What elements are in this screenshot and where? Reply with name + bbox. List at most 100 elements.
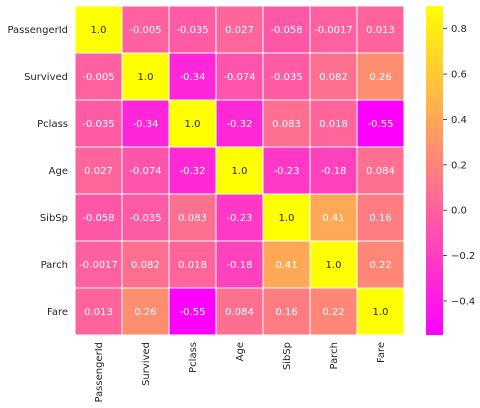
heatmap-cell: [168, 5, 217, 54]
heatmap-cell: [121, 240, 170, 289]
y-tick-label: Fare: [47, 307, 68, 318]
cell-value-label: -0.074: [223, 72, 255, 83]
heatmap-cell: [262, 240, 311, 289]
cell-value-label: -0.035: [82, 119, 114, 130]
cell-value-label: 1.0: [232, 166, 248, 177]
heatmap-cell: [121, 99, 170, 148]
cell-value-label: 0.027: [225, 25, 254, 36]
cell-value-label: -0.23: [274, 166, 300, 177]
cell-value-label: 1.0: [279, 213, 295, 224]
colorbar-tick-label: −0.2: [451, 251, 475, 262]
heatmap-cell: [121, 5, 170, 54]
cell-value-label: 0.018: [319, 119, 348, 130]
heatmap-cell: [262, 99, 311, 148]
heatmap-cell: [74, 240, 123, 289]
cell-value-label: -0.55: [368, 119, 394, 130]
cell-value-label: 0.027: [84, 166, 113, 177]
cell-value-label: 0.22: [322, 307, 344, 318]
cell-value-label: 0.013: [84, 307, 113, 318]
cell-value-label: 1.0: [91, 25, 107, 36]
heatmap-cell: [168, 193, 217, 242]
heatmap-cell: [356, 146, 405, 195]
colorbar-tick-label: −0.4: [451, 296, 475, 307]
cell-value-label: -0.32: [227, 119, 253, 130]
cell-value-label: -0.55: [180, 307, 206, 318]
cell-value-label: 1.0: [138, 72, 154, 83]
heatmap-cell-labels: 1.0 -0.005 -0.035 0.027 -0.058 -0.0017 0.013 -0…: [79, 25, 395, 318]
cell-value-label: 0.22: [369, 260, 391, 271]
cell-value-label: -0.058: [82, 213, 114, 224]
cell-value-label: 0.013: [366, 25, 395, 36]
cell-value-label: 0.084: [225, 307, 254, 318]
cell-value-label: -0.035: [270, 72, 302, 83]
colorbar-tick-label: 0.8: [451, 24, 467, 35]
cell-value-label: 0.26: [369, 72, 391, 83]
heatmap-cell: [74, 5, 123, 54]
heatmap-cell: [309, 287, 358, 336]
y-axis-tick-labels: PassengerId Survived Pclass Age SibSp Parch Fa…: [7, 25, 68, 318]
colorbar-gradient: [426, 6, 443, 335]
cell-value-label: 0.16: [275, 307, 297, 318]
cell-value-label: -0.074: [129, 166, 161, 177]
x-axis-tick-labels: PassengerId Survived Pclass Age SibSp Parch Fa…: [94, 342, 387, 403]
heatmap-cell: [74, 52, 123, 101]
heatmap-cells: [74, 5, 405, 336]
cell-value-label: 0.41: [322, 213, 344, 224]
y-tick-label: PassengerId: [7, 25, 68, 36]
cell-value-label: 0.082: [319, 72, 348, 83]
cell-value-label: 0.41: [275, 260, 297, 271]
colorbar-tick-label: 0.6: [451, 70, 467, 81]
cell-value-label: 0.16: [369, 213, 391, 224]
cell-value-label: -0.32: [180, 166, 206, 177]
cell-value-label: 0.082: [131, 260, 160, 271]
y-tick-label: Age: [49, 166, 68, 177]
cell-value-label: -0.005: [82, 72, 114, 83]
heatmap-cell: [262, 52, 311, 101]
cell-value-label: -0.18: [321, 166, 347, 177]
cell-value-label: -0.058: [270, 25, 302, 36]
heatmap-cell: [262, 287, 311, 336]
heatmap-cell: [215, 99, 264, 148]
heatmap-cell: [356, 240, 405, 289]
heatmap-cell: [309, 146, 358, 195]
x-tick-label: Pclass: [188, 342, 199, 373]
cell-value-label: 1.0: [326, 260, 342, 271]
cell-value-label: -0.18: [227, 260, 253, 271]
heatmap-cell: [309, 99, 358, 148]
cell-value-label: -0.23: [227, 213, 253, 224]
colorbar-tick-label: 0.2: [451, 160, 467, 171]
colorbar: −0.4 −0.2 0.0 0.2 0.4 0.6 0.8: [426, 6, 475, 335]
cell-value-label: -0.035: [129, 213, 161, 224]
cell-value-label: 1.0: [373, 307, 389, 318]
heatmap-cell: [168, 52, 217, 101]
heatmap-cell: [215, 287, 264, 336]
cell-value-label: 0.018: [178, 260, 207, 271]
cell-value-label: 1.0: [185, 119, 201, 130]
cell-value-label: 0.083: [178, 213, 207, 224]
y-tick-label: SibSp: [40, 213, 68, 224]
cell-value-label: 0.083: [272, 119, 301, 130]
y-tick-label: Survived: [24, 72, 68, 83]
heatmap-cell: [74, 287, 123, 336]
heatmap-cell: [356, 99, 405, 148]
cell-value-label: -0.0017: [79, 260, 118, 271]
x-tick-label: Fare: [376, 342, 387, 363]
x-tick-label: Survived: [141, 342, 152, 386]
cell-value-label: -0.34: [133, 119, 159, 130]
heatmap-cell: [356, 52, 405, 101]
cell-value-label: -0.005: [129, 25, 161, 36]
cell-value-label: 0.084: [366, 166, 395, 177]
heatmap-cell: [74, 193, 123, 242]
x-tick-label: SibSp: [282, 342, 293, 370]
heatmap-cell: [168, 287, 217, 336]
y-tick-label: Pclass: [37, 119, 68, 130]
heatmap-cell: [74, 146, 123, 195]
x-tick-label: Age: [235, 342, 246, 361]
y-tick-label: Parch: [41, 260, 68, 271]
x-tick-label: PassengerId: [94, 342, 105, 403]
colorbar-tick-label: 0.0: [451, 206, 467, 217]
cell-value-label: 0.26: [134, 307, 156, 318]
heatmap-cell: [309, 5, 358, 54]
heatmap-cell: [356, 287, 405, 336]
